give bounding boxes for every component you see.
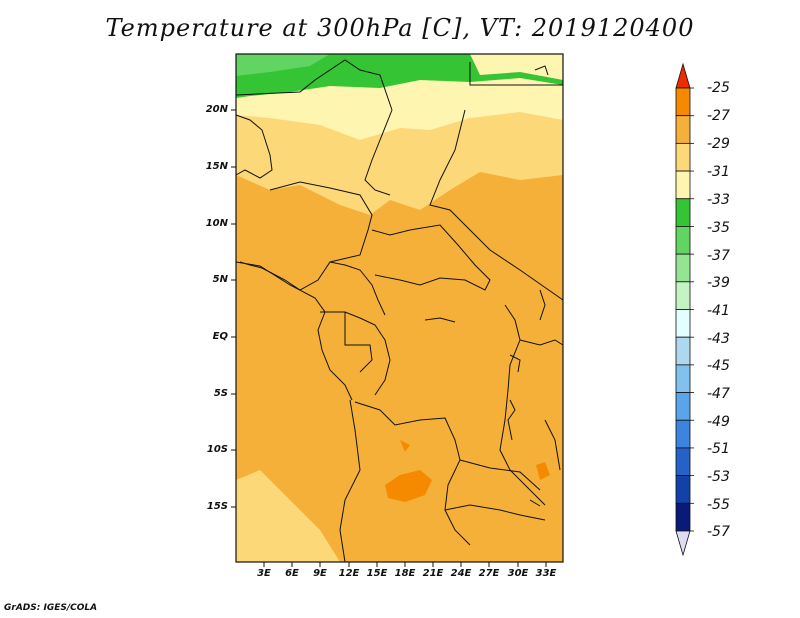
lon-label-15e: 15E xyxy=(366,568,388,579)
colorbar xyxy=(675,62,694,557)
colorbar-segment xyxy=(675,309,691,338)
chart-title: Temperature at 300hPa [C], VT: 201912040… xyxy=(105,14,695,42)
lon-label-18e: 18E xyxy=(394,568,416,579)
colorbar-label: -39 xyxy=(707,275,730,291)
lon-label-9e: 9E xyxy=(313,568,327,579)
colorbar-label: -37 xyxy=(707,248,730,264)
colorbar-label: -27 xyxy=(707,108,730,124)
colorbar-segment xyxy=(675,392,691,421)
colorbar-label: -35 xyxy=(707,220,730,236)
map-plot-area xyxy=(236,54,563,562)
lat-label-5s: 5S xyxy=(213,388,228,399)
colorbar-segment xyxy=(675,87,691,117)
colorbar-label: -43 xyxy=(707,331,730,347)
lon-label-6e: 6E xyxy=(285,568,299,579)
colorbar-label: -53 xyxy=(707,469,730,485)
lon-ticks xyxy=(263,562,547,567)
colorbar-segment xyxy=(675,170,691,200)
lon-label-30e: 30E xyxy=(507,568,529,579)
colorbar-segment xyxy=(675,115,691,144)
colorbar-label: -51 xyxy=(707,441,730,457)
colorbar-segment xyxy=(675,475,691,504)
colorbar-label: -41 xyxy=(707,303,730,319)
lon-label-24e: 24E xyxy=(450,568,472,579)
lon-label-21e: 21E xyxy=(422,568,444,579)
colorbar-segment xyxy=(675,226,691,255)
colorbar-segment xyxy=(675,253,691,283)
lat-label-10n: 10N xyxy=(205,218,228,229)
country-borders xyxy=(235,59,564,563)
colorbar-segment xyxy=(675,419,691,449)
colorbar-label: -29 xyxy=(707,136,730,152)
colorbar-segment xyxy=(675,336,691,366)
colorbar-segment xyxy=(675,142,691,172)
lat-label-15n: 15N xyxy=(205,161,228,172)
lon-label-3e: 3E xyxy=(257,568,271,579)
colorbar-segment xyxy=(675,364,691,393)
colorbar-segment xyxy=(675,447,691,477)
colorbar-label: -47 xyxy=(707,386,730,402)
lat-label-eq: EQ xyxy=(212,331,228,342)
colorbar-label: -45 xyxy=(707,358,730,374)
lat-label-15s: 15S xyxy=(206,501,228,512)
colorbar-bottom-triangle xyxy=(675,530,691,557)
lat-ticks xyxy=(231,109,236,508)
grads-credit: GrADS: IGES/COLA xyxy=(4,603,98,613)
colorbar-segment xyxy=(675,502,691,532)
colorbar-segment xyxy=(675,198,691,227)
colorbar-label: -31 xyxy=(707,164,730,180)
lon-label-12e: 12E xyxy=(338,568,360,579)
lon-label-33e: 33E xyxy=(535,568,557,579)
colorbar-label: -49 xyxy=(707,414,730,430)
lon-label-27e: 27E xyxy=(478,568,500,579)
colorbar-label: -33 xyxy=(707,192,730,208)
lat-label-5n: 5N xyxy=(212,274,228,285)
colorbar-top-triangle xyxy=(675,62,691,89)
colorbar-label: -55 xyxy=(707,497,730,513)
colorbar-segment xyxy=(675,281,691,310)
colorbar-label: -57 xyxy=(707,524,730,540)
map-frame xyxy=(235,53,564,563)
lat-label-20n: 20N xyxy=(205,104,228,115)
colorbar-label: -25 xyxy=(707,80,730,96)
lat-label-10s: 10S xyxy=(206,444,228,455)
